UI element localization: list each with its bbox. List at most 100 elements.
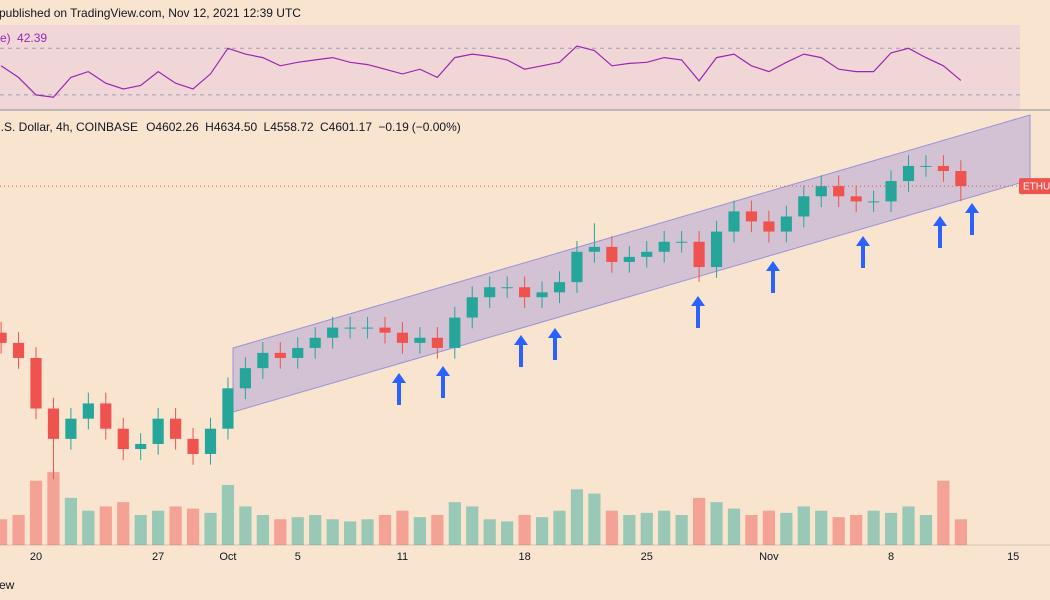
close-letter: C: [319, 120, 329, 134]
high-letter: H: [205, 120, 214, 134]
symbol: U.S. Dollar, 4h, COINBASE: [0, 120, 139, 134]
volume-bar: [99, 506, 112, 545]
candle-body: [135, 443, 147, 450]
volume-bar: [518, 515, 531, 545]
volume-bar: [780, 512, 793, 545]
x-tick-label: 20: [30, 551, 42, 563]
volume-bar: [47, 472, 60, 545]
candle-body: [763, 221, 775, 232]
x-tick-label: 27: [152, 551, 164, 563]
candle-body: [187, 438, 199, 454]
x-tick-label: 15: [1007, 551, 1019, 563]
x-tick-label: Oct: [219, 551, 236, 563]
arrow: [514, 335, 528, 367]
volume-bar: [239, 506, 252, 545]
candle-body: [274, 352, 286, 358]
volume-bar: [326, 519, 339, 545]
candle-body: [920, 165, 932, 167]
volume-bar: [448, 502, 461, 545]
candle-body: [833, 186, 845, 197]
candle-body: [65, 418, 77, 439]
candle-body: [344, 327, 356, 329]
footer-brand: ew: [0, 578, 15, 592]
symbol-legend: U.S. Dollar, 4h, COINBASE O4602.26 H4634.…: [0, 120, 464, 134]
x-tick-label: Nov: [759, 551, 779, 563]
candle-body: [414, 337, 426, 343]
volume-bar: [361, 519, 374, 545]
candle-body: [937, 165, 949, 172]
candle-body: [588, 246, 600, 252]
candle-body: [309, 337, 321, 348]
volume-bar: [12, 515, 25, 545]
candle-body: [553, 282, 566, 293]
arrow: [856, 236, 870, 268]
volume-bar: [745, 515, 758, 545]
candle-body: [222, 388, 234, 429]
volume-bar: [937, 480, 950, 545]
candle-body: [47, 408, 60, 439]
indicator-legend: e) 42.39: [0, 31, 50, 45]
open: 4602.26: [155, 120, 199, 134]
volume-bar: [466, 506, 479, 545]
volume-bar: [0, 519, 8, 545]
change-pct: (−0.00%): [411, 120, 461, 134]
candle-body: [902, 165, 915, 182]
candle-body: [257, 352, 269, 369]
volume-bar: [274, 519, 287, 545]
candle-body: [12, 342, 25, 358]
arrow: [691, 296, 705, 328]
candle-body: [780, 216, 792, 232]
candle-body: [693, 241, 705, 268]
volume-bar: [29, 480, 43, 545]
candle-body: [798, 196, 810, 217]
volume-bar: [221, 485, 235, 545]
volume-bar: [867, 510, 880, 545]
x-tick-label: 18: [518, 551, 530, 563]
candle-body: [379, 327, 391, 333]
volume-bar: [309, 515, 322, 545]
candle-body: [501, 287, 513, 289]
volume-bar: [186, 508, 200, 545]
x-tick-label: 25: [641, 551, 653, 563]
volume-bar: [727, 508, 741, 545]
volume-bar: [413, 517, 427, 545]
candle-body: [449, 317, 461, 348]
price-label: ETHUS: [1023, 182, 1050, 193]
candle-body: [519, 287, 531, 298]
volume-bar: [483, 519, 496, 545]
candle-body: [815, 186, 827, 197]
volume-bar: [291, 517, 304, 545]
parallel-channel: [232, 114, 1031, 413]
volume-bar: [954, 519, 967, 545]
candle-body: [484, 287, 496, 298]
candle-body: [0, 332, 7, 343]
candle-body: [204, 428, 217, 454]
volume-bar: [570, 489, 584, 545]
arrow: [766, 261, 780, 293]
volume-bar: [588, 493, 601, 545]
candle-body: [431, 337, 443, 348]
low: 4558.72: [270, 120, 314, 134]
close: 4601.17: [328, 120, 373, 134]
candle-body: [885, 181, 897, 202]
candle-body: [170, 418, 182, 439]
candle-body: [641, 251, 653, 257]
candle-body: [396, 332, 409, 343]
volume-bar: [256, 515, 269, 545]
change: −0.19: [378, 120, 409, 134]
arrow: [965, 203, 979, 235]
candle-body: [868, 201, 880, 203]
x-tick-label: 5: [295, 551, 301, 563]
candle-body: [30, 357, 42, 409]
high: 4634.50: [213, 120, 258, 134]
published-note: published on TradingView.com, Nov 12, 20…: [0, 6, 301, 20]
volume-bar: [134, 515, 147, 545]
candle-body: [327, 327, 339, 338]
volume-bar: [640, 512, 653, 545]
volume-bar: [919, 515, 933, 545]
volume-bar: [117, 502, 130, 545]
indicator-value: 42.39: [17, 31, 48, 45]
candle-body: [728, 211, 740, 232]
x-tick-label: 8: [888, 551, 894, 563]
